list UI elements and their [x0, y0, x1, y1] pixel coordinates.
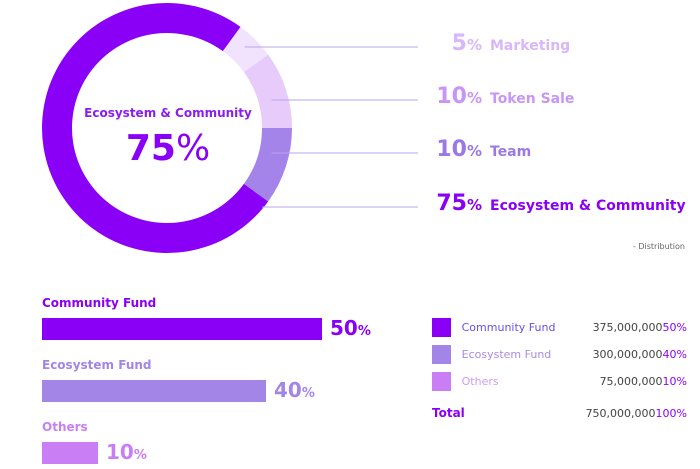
donut-slice	[222, 26, 269, 73]
donut-slice	[243, 128, 292, 202]
legend-item: 10% Team	[420, 137, 531, 162]
row-amount: 75,000,000	[599, 374, 663, 388]
legend-value: 10%	[436, 137, 482, 162]
legend-item: 5% Marketing	[420, 31, 571, 56]
legend-value: 75%	[436, 191, 482, 216]
row-percent: 50%	[662, 320, 687, 334]
row-percent: 10%	[662, 374, 687, 388]
table-row: Community Fund 375,000,000 50%	[432, 317, 687, 337]
total-percent: 100%	[655, 406, 687, 420]
color-swatch	[432, 344, 451, 364]
bar	[42, 318, 322, 340]
row-amount: 300,000,000	[592, 347, 663, 361]
legend-label: Token Sale	[490, 91, 575, 107]
legend-value: 10%	[436, 84, 482, 109]
legend-label: Ecosystem & Community	[490, 198, 686, 214]
total-label: Total	[432, 406, 465, 420]
bar-value-label: 10%	[106, 440, 147, 464]
bar-label: Ecosystem Fund	[42, 358, 152, 372]
bar-label: Others	[42, 420, 88, 434]
row-amount: 375,000,000	[592, 320, 663, 334]
legend-label: Team	[490, 144, 532, 160]
table-total-row: Total 750,000,000 100%	[432, 403, 687, 423]
color-swatch	[432, 317, 451, 337]
color-swatch	[432, 371, 451, 391]
donut-center-label: Ecosystem & Community	[84, 106, 252, 120]
distribution-donut-chart	[42, 3, 418, 254]
total-amount: 750,000,000	[585, 406, 656, 420]
row-name: Others	[461, 374, 499, 388]
row-name: Community Fund	[461, 320, 556, 334]
bar	[42, 380, 266, 402]
legend-label: Marketing	[490, 38, 571, 54]
table-row: Others 75,000,000 10%	[432, 371, 687, 391]
donut-slice	[243, 54, 292, 129]
bar	[42, 442, 98, 464]
donut-center-value: 75%	[125, 128, 211, 169]
row-percent: 40%	[662, 347, 687, 361]
legend-item: 75% Ecosystem & Community	[420, 191, 686, 216]
legend-item: 10% Token Sale	[420, 84, 574, 109]
legend-value: 5%	[451, 31, 482, 56]
bar-label: Community Fund	[42, 296, 157, 310]
bar-value-label: 40%	[274, 378, 315, 402]
chart-caption: - Distribution	[632, 242, 685, 251]
bar-value-label: 50%	[330, 316, 371, 340]
table-row: Ecosystem Fund 300,000,000 40%	[432, 344, 687, 364]
row-name: Ecosystem Fund	[461, 347, 552, 361]
